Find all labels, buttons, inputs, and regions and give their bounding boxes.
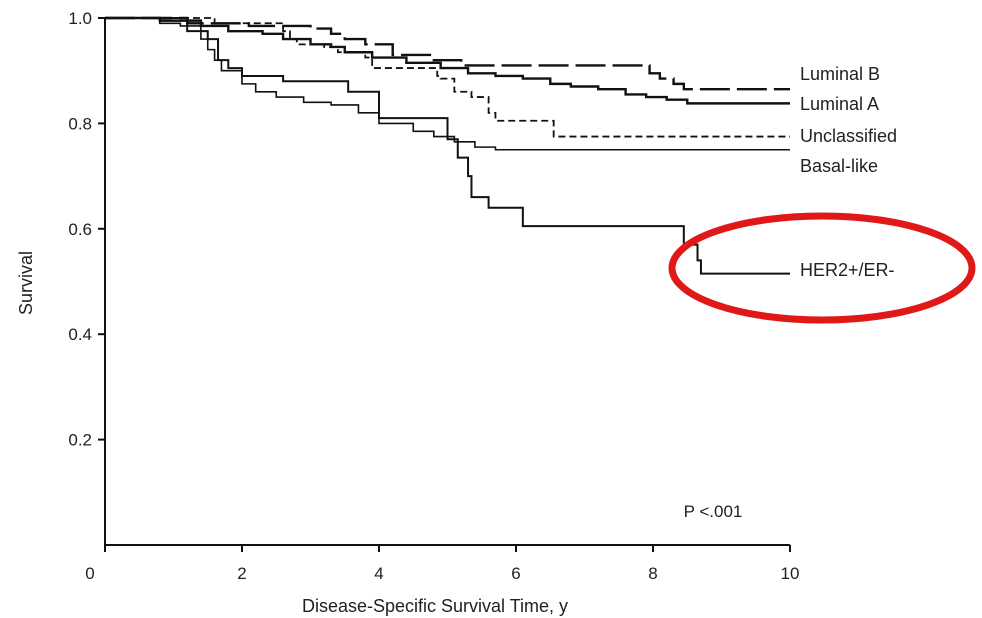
x-tick-label-4: 4 bbox=[374, 564, 383, 583]
y-tick-label-0-2: 0.2 bbox=[68, 431, 92, 450]
highlight-ellipse bbox=[668, 212, 976, 324]
series-label-luminal-a: Luminal A bbox=[800, 94, 879, 114]
curve-luminal-b bbox=[105, 16, 790, 91]
y-tick-label-0-6: 0.6 bbox=[68, 220, 92, 239]
x-tick-label-0: 0 bbox=[85, 564, 94, 583]
y-tick-label-0-8: 0.8 bbox=[68, 114, 92, 133]
series-label-basal-like: Basal-like bbox=[800, 156, 878, 176]
y-axis-title: Survival bbox=[16, 251, 36, 315]
x-tick-label-10: 10 bbox=[781, 564, 800, 583]
series-label-luminal-b: Luminal B bbox=[800, 64, 880, 84]
x-tick-label-8: 8 bbox=[648, 564, 657, 583]
x-tick-label-6: 6 bbox=[511, 564, 520, 583]
x-tick-label-2: 2 bbox=[237, 564, 246, 583]
p-value-annotation: P <.001 bbox=[684, 502, 743, 521]
y-ticks: 0.2 0.4 0.6 0.8 1.0 bbox=[68, 9, 105, 450]
curve-luminal-a bbox=[105, 16, 790, 105]
series-label-her2-er: HER2+/ER- bbox=[800, 260, 895, 280]
survival-curves bbox=[105, 16, 790, 275]
curve-her2-er bbox=[105, 17, 790, 275]
curve-unclassified bbox=[105, 17, 790, 138]
series-label-unclassified: Unclassified bbox=[800, 126, 897, 146]
series-labels: Luminal B Luminal A Unclassified Basal-like… bbox=[800, 64, 897, 280]
x-axis-title: Disease-Specific Survival Time, y bbox=[302, 596, 568, 616]
axes bbox=[104, 18, 790, 546]
x-ticks: 0 2 4 6 8 10 bbox=[85, 545, 799, 583]
y-tick-label-0-4: 0.4 bbox=[68, 325, 92, 344]
y-tick-label-1: 1.0 bbox=[68, 9, 92, 28]
